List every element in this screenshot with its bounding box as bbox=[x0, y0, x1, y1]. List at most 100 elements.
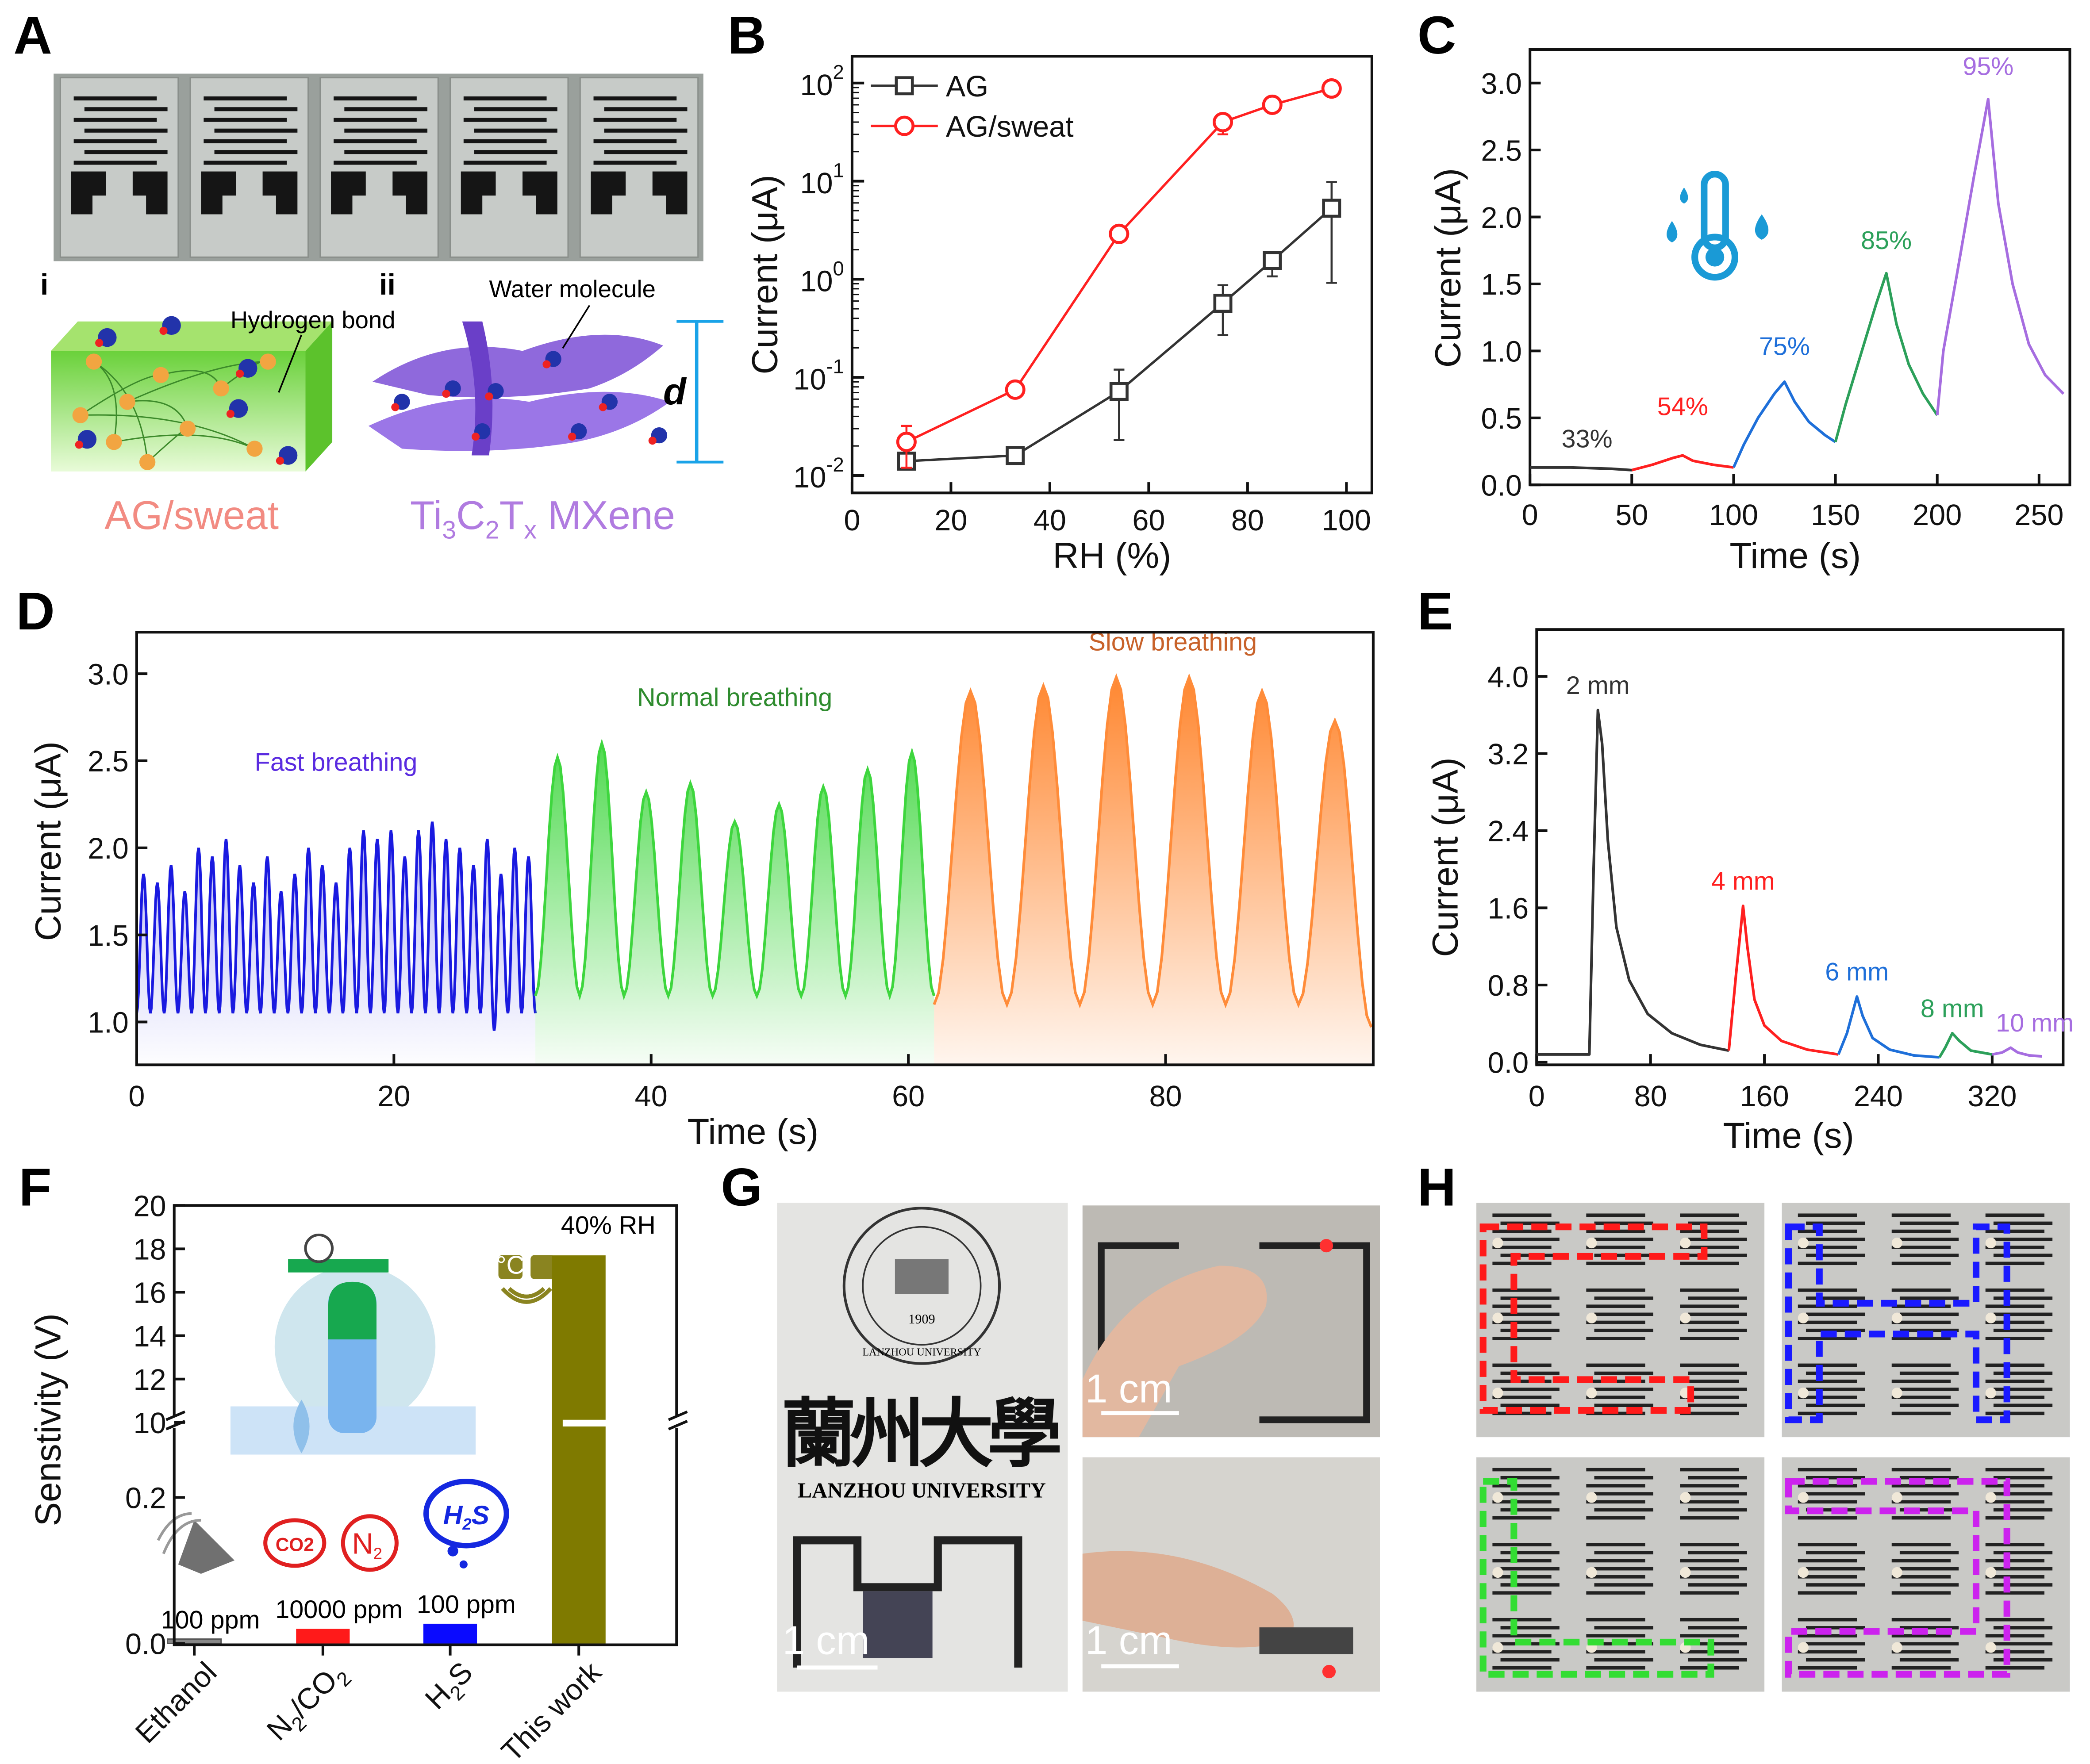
electrode-finger bbox=[1688, 1404, 1747, 1407]
electrode-finger bbox=[1688, 1567, 1747, 1571]
interdigitated-finger bbox=[604, 128, 688, 133]
led bbox=[1492, 1567, 1503, 1578]
led bbox=[1586, 1567, 1597, 1578]
interdigitated-finger bbox=[463, 139, 547, 144]
y-tick-label: 20 bbox=[133, 1190, 166, 1223]
mxene-sheet bbox=[372, 334, 663, 398]
electrode-finger bbox=[1688, 1508, 1747, 1512]
electrode-finger bbox=[1594, 1237, 1653, 1241]
bar-N2/CO2 bbox=[296, 1629, 350, 1644]
electrode-finger bbox=[1899, 1312, 1959, 1316]
electrode-finger bbox=[1806, 1221, 1865, 1225]
x-tick-label: 80 bbox=[1634, 1080, 1667, 1113]
electrode-finger bbox=[1985, 1246, 2044, 1249]
electrode-finger bbox=[1586, 1516, 1645, 1520]
interdigitated-finger bbox=[84, 128, 168, 133]
electrode-finger bbox=[1680, 1363, 1739, 1367]
ion-sphere bbox=[85, 353, 102, 370]
electrode-finger bbox=[1899, 1583, 1959, 1587]
electrode-finger bbox=[1891, 1320, 1951, 1324]
d-spacing-label: d bbox=[663, 370, 687, 412]
electrode-finger bbox=[1985, 1516, 2044, 1520]
data-point-circle bbox=[1262, 94, 1283, 115]
polymer-chain bbox=[114, 434, 255, 449]
electrode-finger bbox=[1985, 1304, 2044, 1308]
x-tick-label: 0 bbox=[844, 504, 860, 537]
electrode-finger bbox=[1492, 1575, 1552, 1579]
electrode-finger bbox=[1500, 1296, 1560, 1300]
electrode-finger bbox=[1594, 1492, 1653, 1496]
interdigitated-finger bbox=[604, 107, 688, 111]
electrode-finger bbox=[1798, 1213, 1857, 1217]
scale-bar-label: 1 cm bbox=[782, 1618, 869, 1663]
rh-annotation: 75% bbox=[1759, 332, 1810, 360]
legend-label: AG/sweat bbox=[946, 111, 1074, 143]
interdigitated-finger bbox=[73, 96, 157, 101]
interdigitated-finger bbox=[334, 139, 417, 144]
printed-electrode-circuit bbox=[793, 1536, 1022, 1668]
x-tick-label: 80 bbox=[1231, 504, 1264, 537]
x-axis-title: Time (s) bbox=[688, 1112, 819, 1152]
electrode-finger bbox=[1594, 1221, 1653, 1225]
electrode-finger bbox=[1680, 1468, 1739, 1472]
electrode-finger bbox=[1985, 1468, 2044, 1472]
y-tick-label: 100 bbox=[800, 257, 844, 298]
electrode-finger bbox=[1586, 1500, 1645, 1504]
interdigitated-finger bbox=[334, 96, 417, 101]
interdigitated-finger bbox=[463, 118, 547, 122]
electrode-finger bbox=[1586, 1650, 1645, 1654]
electrode-finger bbox=[1993, 1237, 2053, 1241]
electrode-finger bbox=[1586, 1213, 1645, 1217]
led bbox=[1891, 1388, 1902, 1399]
x-category-label: H2S bbox=[419, 1656, 483, 1720]
breathing-curve-0 bbox=[135, 821, 537, 1031]
y-axis-title: Current (μA) bbox=[1425, 757, 1466, 957]
panel-g: 1909 LANZHOU UNIVERSITY 蘭州大學 LANZHOU UNI… bbox=[777, 1203, 1380, 1692]
ion-sphere bbox=[72, 407, 88, 423]
humidity-chip bbox=[530, 1255, 555, 1279]
gap-annotation: 8 mm bbox=[1921, 995, 1984, 1023]
data-point-square bbox=[1213, 294, 1233, 313]
co2-cloud-icon: CO2 bbox=[263, 1518, 327, 1568]
data-point-circle bbox=[1005, 379, 1026, 400]
electrode-finger bbox=[1688, 1254, 1747, 1257]
electrode-finger bbox=[1500, 1221, 1560, 1225]
electrode-finger bbox=[1500, 1312, 1560, 1316]
electrode-finger bbox=[1993, 1658, 2053, 1662]
electrode-finger bbox=[1586, 1634, 1645, 1637]
electrode-finger bbox=[1492, 1229, 1552, 1233]
university-name: LANZHOU UNIVERSITY bbox=[798, 1479, 1046, 1502]
electrode-finger bbox=[1594, 1583, 1653, 1587]
ion-sphere bbox=[153, 367, 169, 383]
panel-c-chart: 0 50 100 150 200 250 0.0 0.5 1.0 1.5 2.0 2.5 3.0 Time… bbox=[1428, 48, 2071, 576]
electrode-finger bbox=[1993, 1296, 2053, 1300]
electrode-finger bbox=[1891, 1246, 1951, 1249]
y-tick-label: 10 bbox=[133, 1407, 166, 1440]
gel-side-face bbox=[305, 321, 333, 472]
electrode-finger bbox=[1680, 1575, 1739, 1579]
electrode-finger bbox=[1688, 1328, 1747, 1332]
sensor-device bbox=[1259, 1627, 1353, 1654]
electrode-finger bbox=[1899, 1254, 1959, 1257]
y-tick-label: 0.8 bbox=[1488, 970, 1529, 1002]
electrode-finger bbox=[1680, 1591, 1739, 1595]
electrode-finger bbox=[1688, 1551, 1747, 1555]
electrode-finger bbox=[1680, 1559, 1739, 1563]
electrode-finger bbox=[1688, 1492, 1747, 1496]
polymer-network bbox=[72, 316, 298, 470]
x-category-label: N2/CO2 bbox=[261, 1656, 356, 1751]
gel-top-face bbox=[51, 321, 333, 351]
electrode-finger bbox=[1985, 1363, 2044, 1367]
electrode-finger bbox=[1806, 1626, 1865, 1630]
mxene-caption: Ti3C2Tx MXene bbox=[410, 493, 675, 544]
electrode-finger bbox=[1806, 1371, 1865, 1375]
electrode-finger bbox=[1899, 1626, 1959, 1630]
electrode-finger bbox=[1680, 1229, 1739, 1233]
electrode-finger bbox=[1798, 1396, 1857, 1399]
interdigitated-finger bbox=[214, 150, 298, 154]
panel-label-h: H bbox=[1418, 1157, 1456, 1217]
thermometer-bulb bbox=[1691, 234, 1739, 281]
electrode-finger bbox=[1688, 1626, 1747, 1630]
x-tick-label: 0 bbox=[128, 1080, 145, 1113]
